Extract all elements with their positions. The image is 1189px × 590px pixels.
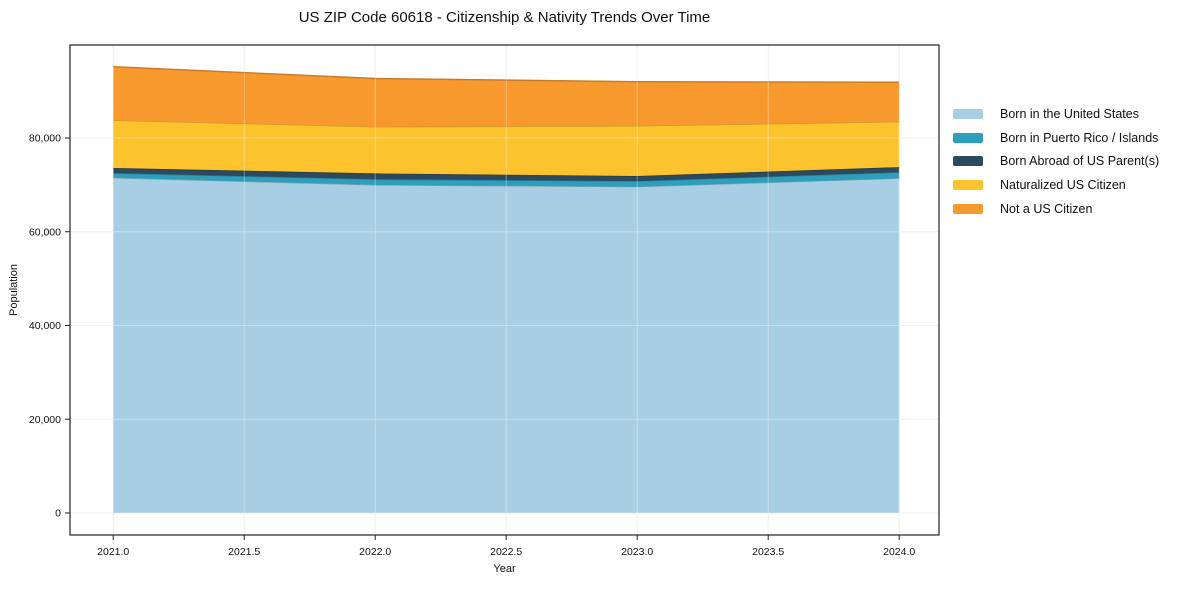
legend-item-naturalized-us-citizen: Naturalized US Citizen <box>953 173 1159 197</box>
area-naturalized-us-citizen <box>113 120 900 176</box>
y-axis-label: Population <box>8 264 20 316</box>
area-edge-not-a-us-citizen <box>113 66 900 83</box>
legend-item-born-in-puerto-rico-islands: Born in Puerto Rico / Islands <box>953 126 1159 150</box>
legend-swatch-naturalized-us-citizen <box>953 179 983 190</box>
x-tick-label: 2023.5 <box>752 546 784 558</box>
area-born-abroad-of-us-parent-s <box>113 167 900 182</box>
legend-label-naturalized-us-citizen: Naturalized US Citizen <box>1000 177 1126 192</box>
y-tick-label: 60,000 <box>29 226 61 238</box>
area-born-in-puerto-rico-islands <box>113 172 900 187</box>
legend-item-born-in-the-united-states: Born in the United States <box>953 102 1159 126</box>
area-not-a-us-citizen <box>113 66 900 127</box>
x-tick-label: 2024.0 <box>883 546 915 558</box>
chart-title: US ZIP Code 60618 - Citizenship & Nativi… <box>298 9 711 26</box>
legend-label-born-in-puerto-rico-islands: Born in Puerto Rico / Islands <box>1000 130 1159 145</box>
x-tick-label: 2022.0 <box>359 546 391 558</box>
legend-swatch-born-abroad-of-us-parent-s <box>953 156 983 167</box>
legend-swatch-born-in-the-united-states <box>953 108 983 119</box>
x-tick-label: 2021.0 <box>97 546 129 558</box>
y-tick-label: 80,000 <box>29 133 61 145</box>
legend-label-born-abroad-of-us-parent-s: Born Abroad of US Parent(s) <box>1000 154 1160 169</box>
x-axis-label: Year <box>493 563 516 575</box>
legend-item-born-abroad-of-us-parent-s: Born Abroad of US Parent(s) <box>953 149 1159 173</box>
legend: Born in the United States Born in Puerto … <box>953 102 1159 220</box>
x-tick-label: 2021.5 <box>228 546 260 558</box>
x-tick-label: 2023.0 <box>621 546 653 558</box>
area-born-in-the-united-states <box>113 177 900 514</box>
legend-swatch-born-in-puerto-rico-islands <box>953 132 983 143</box>
y-tick-label: 20,000 <box>29 414 61 426</box>
x-tick-label: 2022.5 <box>490 546 522 558</box>
y-tick-label: 0 <box>55 508 61 520</box>
plot-border <box>69 44 940 536</box>
legend-swatch-not-a-us-citizen <box>953 203 983 214</box>
legend-label-not-a-us-citizen: Not a US Citizen <box>1000 201 1093 216</box>
legend-label-born-in-the-united-states: Born in the United States <box>1000 106 1139 121</box>
y-tick-label: 40,000 <box>29 320 61 332</box>
legend-item-not-a-us-citizen: Not a US Citizen <box>953 197 1159 221</box>
